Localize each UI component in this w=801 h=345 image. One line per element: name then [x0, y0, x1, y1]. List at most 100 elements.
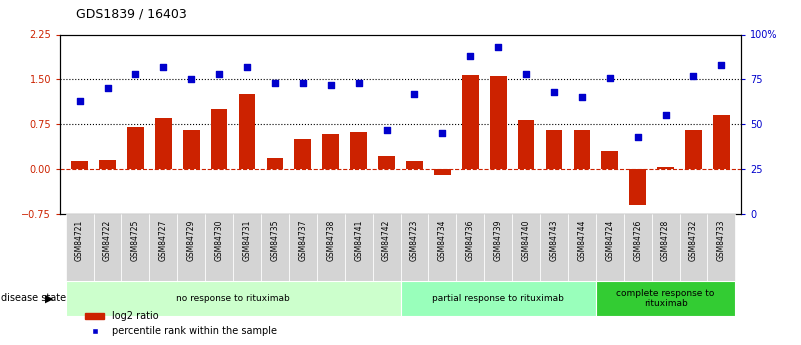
Text: GSM84723: GSM84723 [410, 219, 419, 261]
Bar [624, 214, 652, 281]
Text: disease state: disease state [1, 294, 66, 303]
Point [548, 89, 561, 95]
Bar [685, 130, 702, 169]
Text: GSM84733: GSM84733 [717, 219, 726, 261]
Bar [322, 134, 339, 169]
Bar [344, 214, 372, 281]
Text: GSM84744: GSM84744 [578, 219, 586, 261]
Point [240, 64, 253, 70]
Point [213, 71, 226, 77]
Bar [289, 214, 316, 281]
Text: GSM84734: GSM84734 [438, 219, 447, 261]
Bar [512, 214, 540, 281]
Bar [679, 214, 707, 281]
Text: GSM84742: GSM84742 [382, 219, 391, 261]
Point [631, 134, 644, 139]
Text: GSM84729: GSM84729 [187, 219, 195, 261]
Text: GSM84739: GSM84739 [493, 219, 503, 261]
Text: GSM84725: GSM84725 [131, 219, 140, 261]
Bar [457, 214, 485, 281]
Bar [99, 160, 116, 169]
Bar [316, 214, 344, 281]
Text: GSM84730: GSM84730 [215, 219, 223, 261]
Bar [462, 75, 479, 169]
Bar [205, 214, 233, 281]
Bar [211, 109, 227, 169]
Point [296, 80, 309, 86]
Legend: log2 ratio, percentile rank within the sample: log2 ratio, percentile rank within the s… [81, 307, 281, 340]
Bar [122, 214, 149, 281]
Bar [652, 214, 679, 281]
Text: GSM84743: GSM84743 [549, 219, 558, 261]
Point [268, 80, 281, 86]
Point [324, 82, 337, 88]
Bar [517, 120, 534, 169]
Bar [657, 167, 674, 169]
Bar [707, 214, 735, 281]
Bar [127, 127, 144, 169]
Bar [233, 214, 261, 281]
Bar [149, 214, 177, 281]
Bar [66, 281, 400, 316]
Bar [630, 169, 646, 205]
Bar [378, 156, 395, 169]
Text: partial response to rituximab: partial response to rituximab [433, 294, 564, 303]
Bar [540, 214, 568, 281]
Bar [295, 139, 312, 169]
Point [687, 73, 700, 79]
Text: complete response to
rituximab: complete response to rituximab [617, 289, 714, 308]
Bar [568, 214, 596, 281]
Text: GSM84732: GSM84732 [689, 219, 698, 261]
Bar [596, 214, 624, 281]
Point [408, 91, 421, 97]
Text: ▶: ▶ [46, 294, 54, 303]
Bar [545, 130, 562, 169]
Text: GSM84722: GSM84722 [103, 219, 112, 260]
Text: GSM84736: GSM84736 [465, 219, 475, 261]
Bar [372, 214, 400, 281]
Bar [434, 169, 451, 175]
Text: GSM84740: GSM84740 [521, 219, 530, 261]
Point [157, 64, 170, 70]
Bar [489, 76, 506, 169]
Bar [267, 158, 284, 169]
Bar [94, 214, 122, 281]
Text: GSM84731: GSM84731 [243, 219, 252, 261]
Point [352, 80, 365, 86]
Text: GSM84721: GSM84721 [75, 219, 84, 260]
Point [101, 86, 114, 91]
Point [659, 112, 672, 118]
Bar [602, 151, 618, 169]
Bar [429, 214, 457, 281]
Point [575, 95, 588, 100]
Text: GSM84728: GSM84728 [661, 219, 670, 260]
Text: GSM84726: GSM84726 [633, 219, 642, 261]
Point [715, 62, 728, 68]
Bar [71, 161, 88, 169]
Bar [66, 214, 94, 281]
Bar [183, 130, 199, 169]
Bar [485, 214, 512, 281]
Text: GSM84737: GSM84737 [298, 219, 308, 261]
Bar [177, 214, 205, 281]
Bar [350, 132, 367, 169]
Bar [261, 214, 289, 281]
Text: GSM84741: GSM84741 [354, 219, 363, 261]
Bar [574, 130, 590, 169]
Text: GSM84738: GSM84738 [326, 219, 336, 261]
Text: GSM84724: GSM84724 [606, 219, 614, 261]
Bar [713, 115, 730, 169]
Point [129, 71, 142, 77]
Point [492, 44, 505, 50]
Point [464, 53, 477, 59]
Bar [400, 214, 429, 281]
Bar [400, 281, 596, 316]
Text: GSM84735: GSM84735 [271, 219, 280, 261]
Text: GSM84727: GSM84727 [159, 219, 168, 261]
Point [185, 77, 198, 82]
Point [436, 130, 449, 136]
Bar [239, 94, 256, 169]
Text: no response to rituximab: no response to rituximab [176, 294, 290, 303]
Point [603, 75, 616, 80]
Point [380, 127, 393, 132]
